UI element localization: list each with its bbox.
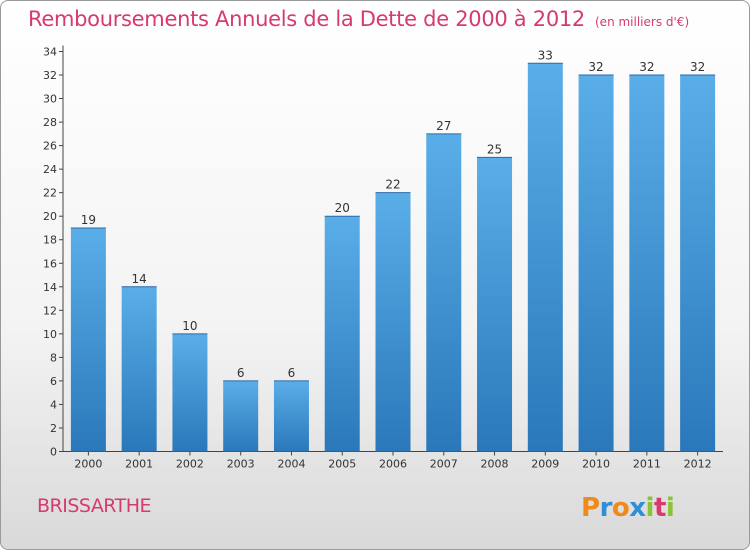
y-tick-label: 26 [43, 140, 57, 153]
bar [324, 216, 360, 452]
chart-labels: 19 2000 14 2001 10 2002 6 2003 6 2004 20 2005 22 2006… [74, 48, 711, 470]
bar-value-label: 20 [335, 201, 350, 215]
y-tick-label: 30 [43, 93, 57, 106]
bar [578, 75, 614, 452]
y-tick-label: 2 [50, 422, 57, 435]
y-tick-label: 32 [43, 69, 57, 82]
y-tick-label: 8 [50, 351, 57, 364]
y-tick-label: 18 [43, 234, 57, 247]
bar [680, 75, 716, 452]
bar [426, 133, 462, 452]
x-tick-label: 2000 [74, 458, 102, 471]
y-tick-label: 12 [43, 304, 57, 317]
bar-value-label: 6 [237, 366, 245, 380]
y-tick-label: 24 [43, 163, 57, 176]
bar-value-label: 10 [182, 319, 197, 333]
bar-value-label: 32 [588, 60, 603, 74]
bar-value-label: 19 [81, 213, 96, 227]
y-tick-label: 0 [50, 446, 57, 459]
bar [527, 63, 563, 452]
logo-letter: x [629, 493, 646, 523]
bar [375, 192, 411, 452]
bar [172, 333, 208, 452]
y-tick-label: 6 [50, 375, 57, 388]
proxiti-logo: Proxiti [581, 493, 675, 523]
bar-value-label: 22 [385, 178, 400, 192]
y-tick-label: 34 [43, 46, 57, 59]
x-tick-label: 2005 [328, 458, 356, 471]
x-tick-label: 2007 [430, 458, 458, 471]
bar [477, 157, 513, 452]
x-tick-label: 2001 [125, 458, 153, 471]
logo-letter: r [599, 493, 613, 523]
x-tick-label: 2003 [227, 458, 255, 471]
bar [273, 380, 309, 452]
y-tick-label: 14 [43, 281, 57, 294]
bar-value-label: 32 [639, 60, 654, 74]
bar-value-label: 27 [436, 119, 451, 133]
bar [629, 75, 665, 452]
y-tick-label: 22 [43, 187, 57, 200]
logo-letter: i [665, 493, 675, 523]
x-tick-label: 2002 [176, 458, 204, 471]
bar [70, 227, 106, 452]
bar-value-label: 33 [538, 48, 553, 62]
x-tick-label: 2004 [277, 458, 305, 471]
x-tick-label: 2012 [684, 458, 712, 471]
chart-unit: (en milliers d'€) [595, 15, 690, 29]
logo-letter: t [653, 493, 666, 523]
y-tick-label: 10 [43, 328, 57, 341]
x-tick-label: 2008 [481, 458, 509, 471]
commune-name: BRISSARTHE [37, 495, 152, 517]
y-tick-label: 16 [43, 257, 57, 270]
logo-letter: P [581, 493, 600, 523]
x-tick-label: 2011 [633, 458, 661, 471]
bar [223, 380, 259, 452]
bar-value-label: 6 [288, 366, 296, 380]
chart-bars [70, 62, 716, 452]
chart-title: Remboursements Annuels de la Dette de 20… [28, 7, 689, 31]
x-tick-label: 2009 [531, 458, 559, 471]
bar-value-label: 25 [487, 142, 502, 156]
logo-letter: i [645, 493, 655, 523]
bar-value-label: 32 [690, 60, 705, 74]
logo-letter: o [611, 493, 630, 523]
x-tick-label: 2010 [582, 458, 610, 471]
x-tick-label: 2006 [379, 458, 407, 471]
chart-title-text: Remboursements Annuels de la Dette de 20… [28, 7, 585, 31]
bar-value-label: 14 [132, 272, 147, 286]
y-tick-label: 28 [43, 116, 57, 129]
bar [121, 286, 157, 452]
y-tick-label: 4 [50, 398, 57, 411]
y-tick-label: 20 [43, 210, 57, 223]
